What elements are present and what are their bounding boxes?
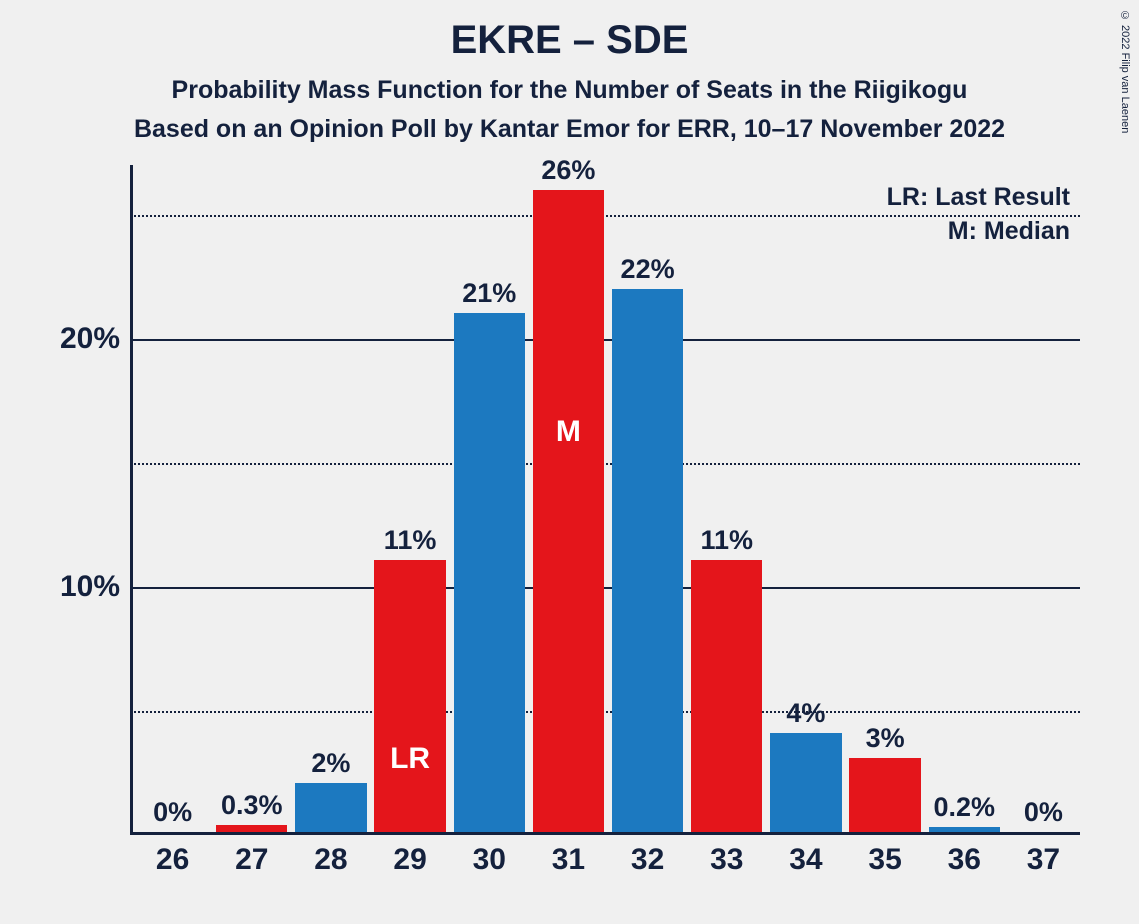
chart-subtitle-2: Based on an Opinion Poll by Kantar Emor … xyxy=(0,115,1139,144)
chart-subtitle-1: Probability Mass Function for the Number… xyxy=(0,76,1139,105)
gridline-minor xyxy=(130,711,1080,713)
x-tick-label: 33 xyxy=(710,843,743,877)
bar: 3% xyxy=(849,758,920,832)
y-tick-label: 20% xyxy=(40,322,120,356)
legend-lr: LR: Last Result xyxy=(883,183,1070,212)
bar-value-label: 0% xyxy=(153,797,192,828)
chart-title: EKRE – SDE xyxy=(0,18,1139,63)
bar: 2% xyxy=(295,783,366,832)
bar: 11% xyxy=(691,560,762,832)
legend-m: M: Median xyxy=(944,217,1070,246)
bar-value-label: 0% xyxy=(1024,797,1063,828)
bar-value-label: 0.3% xyxy=(221,790,283,821)
x-tick-label: 26 xyxy=(156,843,189,877)
x-tick-label: 31 xyxy=(552,843,585,877)
x-tick-label: 27 xyxy=(235,843,268,877)
x-tick-label: 30 xyxy=(473,843,506,877)
x-tick-label: 28 xyxy=(314,843,347,877)
bar-inner-label: LR xyxy=(390,742,430,776)
gridline-major xyxy=(130,339,1080,341)
x-tick-label: 35 xyxy=(868,843,901,877)
x-tick-label: 29 xyxy=(393,843,426,877)
x-axis xyxy=(130,832,1080,835)
bar: 26%M xyxy=(533,190,604,832)
bar-value-label: 0.2% xyxy=(933,792,995,823)
x-tick-label: 37 xyxy=(1027,843,1060,877)
copyright-text: © 2022 Filip van Laenen xyxy=(1119,10,1131,133)
x-tick-label: 34 xyxy=(789,843,822,877)
bar-value-label: 11% xyxy=(700,525,753,556)
bar-value-label: 26% xyxy=(541,155,595,186)
y-tick-label: 10% xyxy=(40,570,120,604)
bar: 22% xyxy=(612,289,683,832)
bar: 21% xyxy=(454,313,525,832)
gridline-minor xyxy=(130,215,1080,217)
y-axis xyxy=(130,165,133,835)
bar-value-label: 22% xyxy=(621,254,675,285)
gridline-major xyxy=(130,587,1080,589)
bar: 11%LR xyxy=(374,560,445,832)
gridline-minor xyxy=(130,463,1080,465)
x-tick-label: 32 xyxy=(631,843,664,877)
bar-value-label: 21% xyxy=(462,278,516,309)
bar-value-label: 11% xyxy=(384,525,437,556)
plot-area: 10%20%LR: Last ResultM: Median0%260.3%27… xyxy=(130,165,1080,835)
bar-value-label: 3% xyxy=(866,723,905,754)
bar: 0.2% xyxy=(929,827,1000,832)
bar-value-label: 4% xyxy=(786,698,825,729)
bar-value-label: 2% xyxy=(311,748,350,779)
x-tick-label: 36 xyxy=(948,843,981,877)
bar: 4% xyxy=(770,733,841,832)
bar: 0.3% xyxy=(216,825,287,832)
chart-container: EKRE – SDE Probability Mass Function for… xyxy=(0,0,1139,924)
bar-inner-label: M xyxy=(556,415,581,449)
